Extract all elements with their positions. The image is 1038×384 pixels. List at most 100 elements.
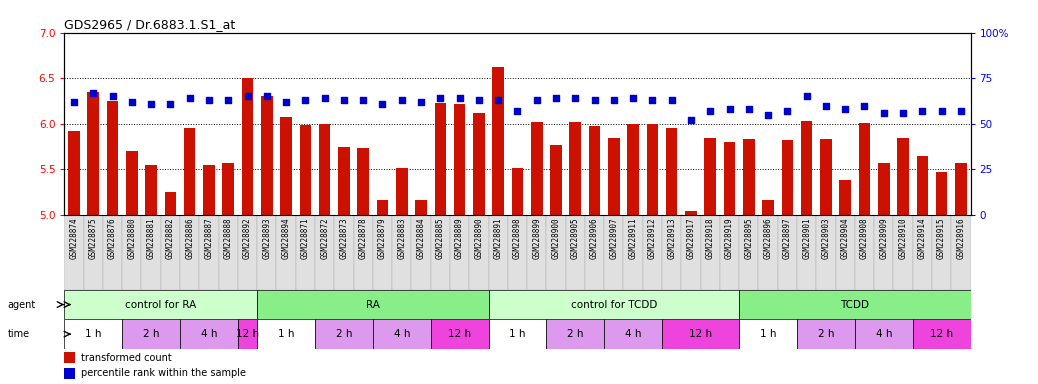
Bar — [64, 319, 122, 349]
Bar — [797, 215, 816, 290]
Point — [413, 99, 430, 105]
Point — [548, 95, 565, 101]
Text: GSM228894: GSM228894 — [281, 217, 291, 259]
Point — [586, 97, 603, 103]
Text: control for TCDD: control for TCDD — [571, 300, 657, 310]
Bar — [508, 215, 527, 290]
Bar — [373, 319, 431, 349]
Text: 2 h: 2 h — [143, 329, 160, 339]
Text: GSM228883: GSM228883 — [398, 217, 406, 259]
Point — [509, 108, 525, 114]
Bar — [431, 215, 449, 290]
Bar — [315, 319, 373, 349]
Point — [239, 93, 255, 99]
Point — [645, 97, 661, 103]
Text: GSM228871: GSM228871 — [301, 217, 310, 259]
Bar — [604, 215, 624, 290]
Text: 4 h: 4 h — [393, 329, 410, 339]
Bar — [122, 215, 141, 290]
Point — [258, 93, 275, 99]
Bar — [932, 215, 951, 290]
Point — [895, 110, 911, 116]
Bar — [161, 215, 180, 290]
Text: GSM228881: GSM228881 — [146, 217, 156, 259]
Bar — [377, 200, 388, 215]
Bar — [315, 215, 334, 290]
Point — [683, 117, 700, 123]
Bar — [64, 352, 75, 363]
Bar — [739, 215, 759, 290]
Text: GSM228898: GSM228898 — [513, 217, 522, 259]
Bar — [739, 319, 797, 349]
Point — [760, 112, 776, 118]
Bar — [647, 124, 658, 215]
Text: 12 h: 12 h — [448, 329, 471, 339]
Point — [721, 106, 738, 113]
Text: GSM228887: GSM228887 — [204, 217, 214, 259]
Bar — [238, 215, 257, 290]
Bar — [300, 125, 311, 215]
Text: GSM228873: GSM228873 — [339, 217, 349, 259]
Bar — [435, 103, 446, 215]
Point — [297, 97, 313, 103]
Point — [663, 97, 680, 103]
Text: GSM228890: GSM228890 — [474, 217, 484, 259]
Text: GSM228893: GSM228893 — [263, 217, 271, 259]
Point — [200, 97, 217, 103]
Bar — [643, 215, 662, 290]
Bar — [319, 124, 330, 215]
Point — [625, 95, 641, 101]
Point — [528, 97, 545, 103]
Text: GSM228889: GSM228889 — [455, 217, 464, 259]
Text: GSM228880: GSM228880 — [128, 217, 136, 259]
Text: agent: agent — [7, 300, 35, 310]
Bar — [912, 319, 971, 349]
Bar — [87, 92, 99, 215]
Bar — [199, 215, 219, 290]
Text: 2 h: 2 h — [818, 329, 835, 339]
Point — [875, 110, 892, 116]
Point — [780, 108, 796, 114]
Text: GSM228914: GSM228914 — [918, 217, 927, 259]
Bar — [662, 215, 681, 290]
Point — [85, 90, 102, 96]
Text: GSM228884: GSM228884 — [416, 217, 426, 259]
Point — [182, 95, 198, 101]
Bar — [238, 319, 257, 349]
Point — [355, 97, 372, 103]
Text: 4 h: 4 h — [200, 329, 217, 339]
Bar — [759, 215, 777, 290]
Text: GSM228896: GSM228896 — [764, 217, 772, 259]
Bar — [894, 215, 912, 290]
Bar — [566, 215, 585, 290]
Bar — [531, 122, 543, 215]
Bar — [415, 200, 427, 215]
Text: transformed count: transformed count — [81, 353, 171, 363]
Bar — [64, 215, 84, 290]
Bar — [777, 215, 797, 290]
Point — [104, 93, 120, 99]
Bar — [449, 215, 469, 290]
Text: GSM228892: GSM228892 — [243, 217, 252, 259]
Text: GSM228874: GSM228874 — [70, 217, 79, 259]
Point — [490, 97, 507, 103]
Bar — [840, 180, 851, 215]
Bar — [608, 137, 620, 215]
Text: GSM228908: GSM228908 — [861, 217, 869, 259]
Bar — [334, 215, 354, 290]
Bar — [64, 368, 75, 379]
Text: GSM228901: GSM228901 — [802, 217, 811, 259]
Bar — [701, 215, 720, 290]
Bar — [855, 319, 912, 349]
Text: 4 h: 4 h — [625, 329, 641, 339]
Bar — [589, 126, 600, 215]
Text: time: time — [7, 329, 29, 339]
Text: 12 h: 12 h — [689, 329, 712, 339]
Bar — [855, 215, 874, 290]
Bar — [489, 290, 739, 319]
Text: GDS2965 / Dr.6883.1.S1_at: GDS2965 / Dr.6883.1.S1_at — [64, 18, 236, 31]
Bar — [296, 215, 315, 290]
Bar — [897, 137, 909, 215]
Bar — [489, 215, 508, 290]
Point — [452, 95, 468, 101]
